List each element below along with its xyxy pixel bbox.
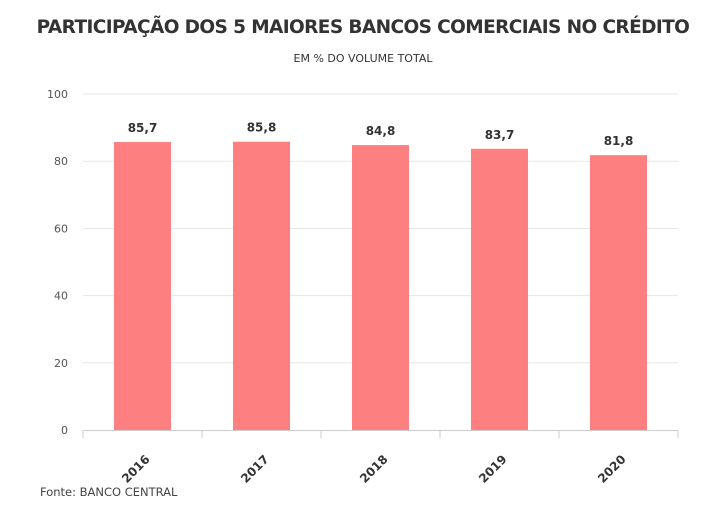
- bar-2016: [114, 142, 171, 430]
- value-label: 85,8: [247, 121, 277, 135]
- x-axis: [82, 430, 679, 438]
- x-tick-label: 2016: [119, 452, 153, 486]
- value-label: 84,8: [366, 124, 396, 138]
- x-tick-label: 2019: [476, 452, 510, 486]
- x-tick-label: 2020: [595, 452, 629, 486]
- bar-2017: [233, 141, 290, 430]
- y-tick-label: 60: [54, 222, 68, 235]
- chart-title: PARTICIPAÇÃO DOS 5 MAIORES BANCOS COMERC…: [36, 17, 690, 38]
- bar-2020: [590, 155, 647, 431]
- y-tick-label: 0: [61, 424, 68, 437]
- chart-subtitle: EM % DO VOLUME TOTAL: [293, 52, 433, 65]
- y-tick-label: 100: [47, 88, 68, 101]
- x-axis-labels: 2016 2017 2018 2019 2020: [119, 452, 629, 486]
- source-note: Fonte: BANCO CENTRAL: [40, 485, 178, 499]
- value-labels: 85,7 85,8 84,8 83,7 81,8: [128, 121, 634, 148]
- value-label: 81,8: [604, 134, 634, 148]
- y-tick-label: 20: [54, 357, 68, 370]
- y-tick-label: 40: [54, 290, 68, 303]
- y-tick-label: 80: [54, 155, 68, 168]
- x-tick-label: 2018: [357, 452, 391, 486]
- bars: [114, 141, 647, 431]
- bar-2018: [352, 145, 409, 430]
- value-label: 83,7: [485, 128, 515, 142]
- y-axis-ticks: 0 20 40 60 80 100: [47, 88, 68, 437]
- value-label: 85,7: [128, 121, 158, 135]
- x-tick-label: 2017: [238, 452, 272, 486]
- bar-2019: [471, 148, 528, 430]
